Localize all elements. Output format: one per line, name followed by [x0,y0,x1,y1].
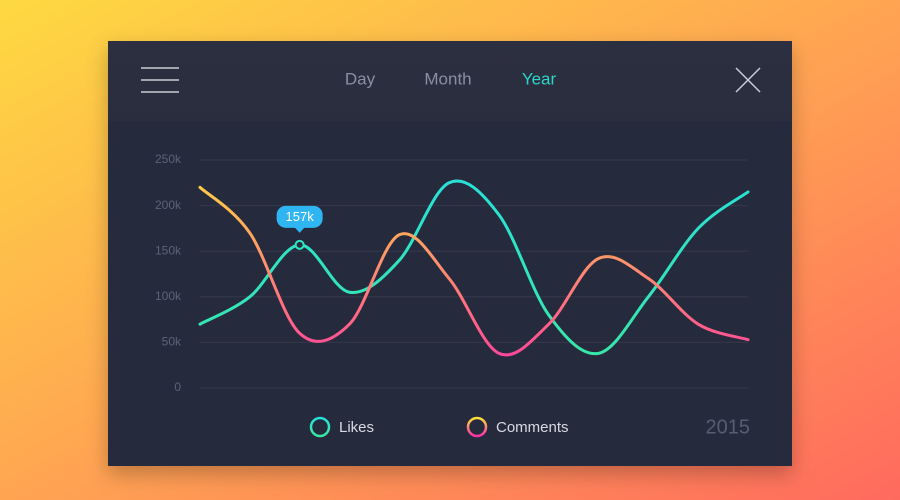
y-tick-label: 250k [155,152,182,166]
legend-label: Comments [496,419,569,436]
tab[interactable]: Year [522,69,557,88]
tab[interactable]: Month [424,69,471,88]
y-tick-label: 200k [155,198,182,212]
point-marker [294,239,305,250]
tooltip-pointer [294,227,305,233]
legend-swatch [466,416,488,438]
card-header [108,41,792,121]
legend-item: Comments [466,416,569,438]
y-tick-label: 0 [174,380,181,394]
tooltip-label: 157k [286,209,315,224]
legend-swatch [309,416,331,438]
tab[interactable]: Day [345,69,376,88]
legend-label: Likes [339,419,374,436]
close-button[interactable] [735,67,761,93]
series-line [198,185,750,357]
year-label: 2015 [706,416,751,438]
tooltip [276,205,323,228]
y-tick-label: 50k [162,335,182,349]
y-tick-label: 150k [155,243,182,257]
legend-item: Likes [309,416,374,438]
menu-button[interactable] [141,67,179,93]
y-tick-label: 100k [155,289,182,303]
